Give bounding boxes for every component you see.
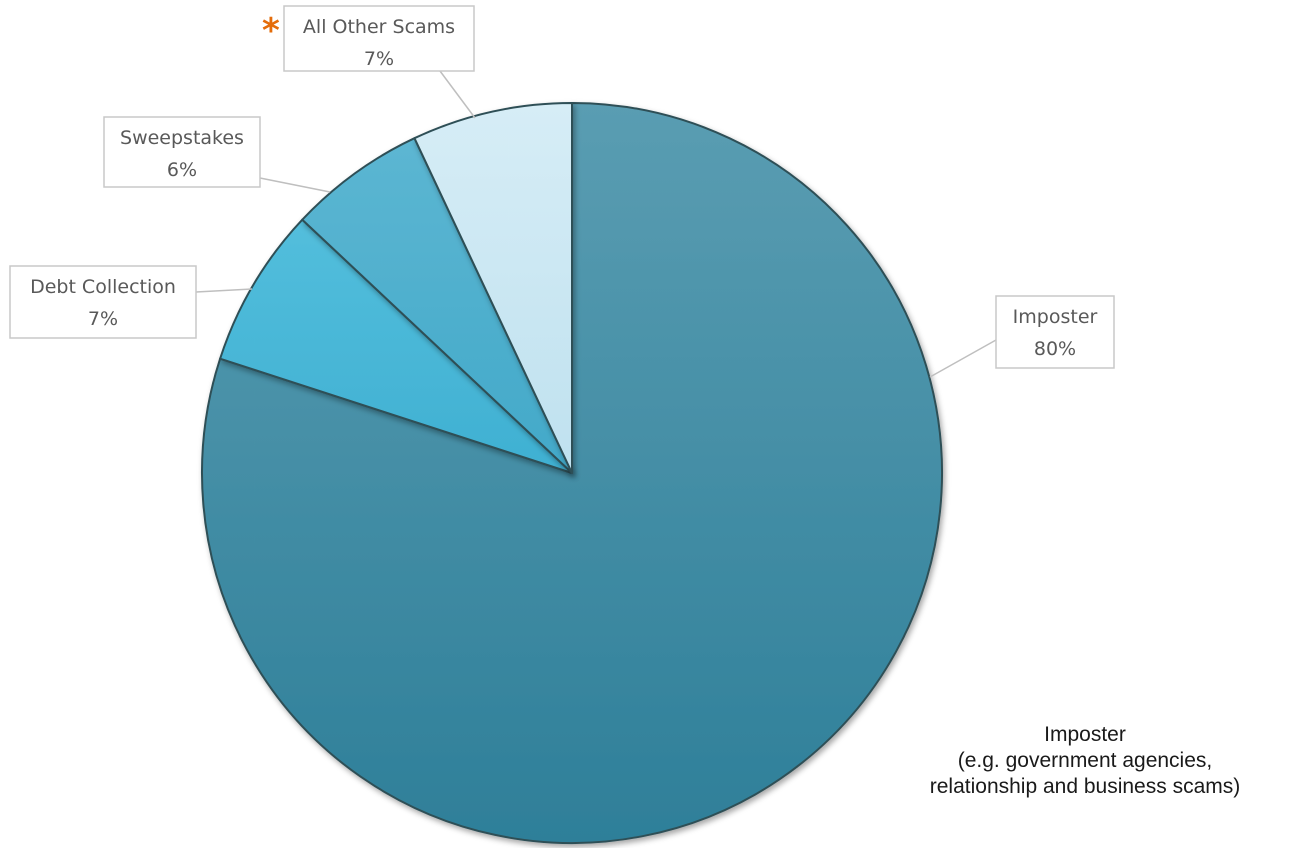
pie-slice-all-other-scams	[413, 102, 573, 474]
note-line: Imposter	[1044, 723, 1126, 746]
pie-slices	[201, 102, 943, 844]
callout-sweepstakes: Sweepstakes 6%	[103, 116, 331, 193]
callout-debt-collection: Debt Collection 7%	[9, 265, 253, 339]
callout-box	[103, 116, 261, 188]
callout-leader-line	[259, 177, 331, 193]
callout-box	[283, 5, 475, 72]
slice-label: Imposter	[1013, 306, 1098, 328]
slice-value-label: 7%	[88, 308, 118, 330]
slice-value-label: 80%	[1034, 338, 1076, 360]
slice-value-label: 6%	[167, 159, 197, 181]
callout-leader-line	[195, 288, 253, 293]
slice-label: Debt Collection	[30, 276, 176, 298]
asterisk-icon: *	[262, 11, 280, 51]
pie-slice-debt-collection	[219, 218, 573, 474]
callout-all-other-scams: All Other Scams 7% *	[262, 5, 476, 119]
note-line: relationship and business scams)	[929, 775, 1241, 798]
callout-leader-line	[439, 70, 476, 119]
note-line: (e.g. government agencies,	[957, 749, 1213, 772]
data-labels: Imposter 80% Debt Collection 7% Sweepstakes 6…	[9, 5, 1115, 378]
pie-slice-sweepstakes	[301, 137, 573, 474]
callout-box	[995, 295, 1115, 369]
callout-box	[9, 265, 197, 339]
slice-value-label: 7%	[364, 48, 394, 70]
imposter-note: Imposter (e.g. government agencies, rela…	[870, 722, 1300, 800]
callout-imposter: Imposter 80%	[929, 295, 1115, 378]
callout-leader-line	[929, 339, 997, 378]
slice-label: All Other Scams	[303, 16, 455, 38]
slice-label: Sweepstakes	[120, 127, 244, 149]
